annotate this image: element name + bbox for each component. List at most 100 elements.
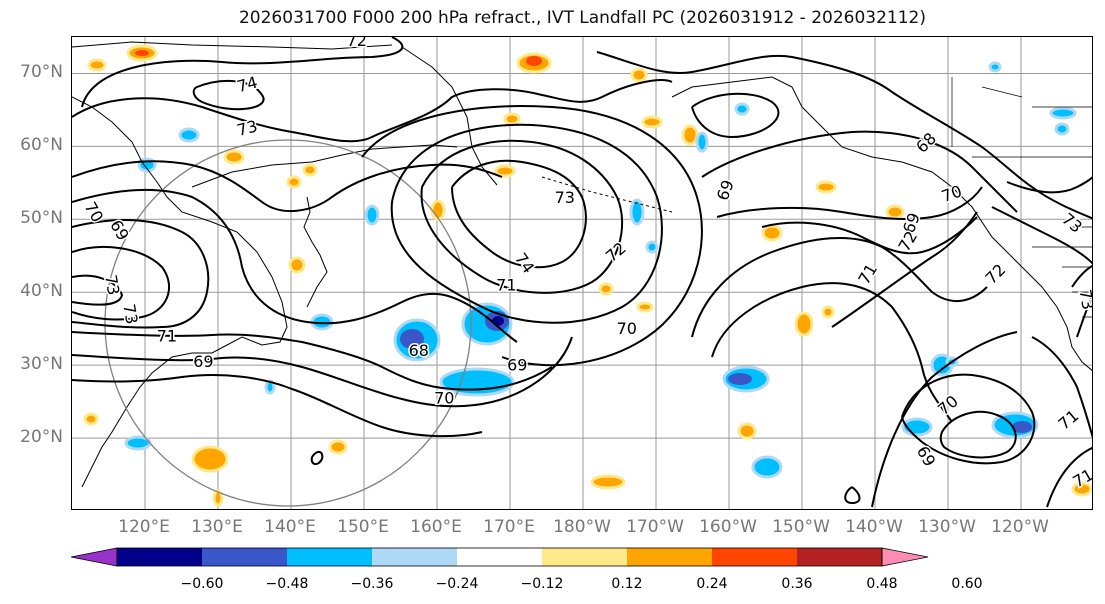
longitude-tick-label: 130°W bbox=[918, 517, 976, 537]
strong-positive-patch bbox=[526, 56, 542, 66]
positive-patch bbox=[885, 204, 905, 220]
strong-positive-patch bbox=[135, 50, 149, 56]
contour-label: 71 bbox=[496, 275, 516, 294]
positive-patch bbox=[737, 422, 757, 440]
contour-label: 73 bbox=[1076, 288, 1093, 311]
contour-line bbox=[451, 159, 587, 269]
contour-line bbox=[711, 282, 953, 423]
colorbar-outline bbox=[116, 547, 883, 567]
negative-patch bbox=[988, 61, 1002, 73]
negative-patch bbox=[1054, 122, 1070, 136]
positive-patch bbox=[288, 256, 306, 274]
contour-label: 70 bbox=[617, 319, 637, 338]
contour-label: 74 bbox=[235, 73, 260, 97]
positive-patch bbox=[87, 58, 107, 72]
positive-patch bbox=[598, 282, 614, 296]
contour-label: 70 bbox=[939, 181, 965, 206]
negative-patch bbox=[364, 204, 380, 226]
contour-line bbox=[1071, 264, 1092, 338]
contour-line bbox=[939, 410, 1017, 459]
positive-patch bbox=[1071, 481, 1092, 497]
longitude-tick-label: 170°W bbox=[626, 517, 684, 537]
colorbar-cell bbox=[712, 548, 797, 566]
contour-labels: 74 73 72 73 74 72 71 70 68 69 70 71 69 70 69 73 73 69 68 70… bbox=[79, 37, 1093, 493]
contour-label: 71 bbox=[854, 260, 881, 287]
contour-label: 68 bbox=[409, 341, 429, 360]
strongest-negative-patch bbox=[492, 316, 504, 326]
japan-coastline bbox=[303, 196, 328, 308]
contour-label: 73 bbox=[235, 116, 260, 140]
latitude-tick-label: 70°N bbox=[20, 62, 63, 83]
positive-patch bbox=[590, 474, 626, 490]
contour-line bbox=[901, 373, 1036, 465]
colorbar-cell bbox=[457, 548, 542, 566]
latitude-tick-label: 60°N bbox=[20, 135, 63, 156]
positive-patch bbox=[761, 224, 783, 242]
contour-line bbox=[390, 123, 663, 324]
positive-patch bbox=[503, 112, 521, 126]
contour-line bbox=[691, 92, 780, 139]
strong-negative-patch bbox=[728, 373, 752, 385]
longitude-tick-label: 120°E bbox=[118, 517, 170, 537]
latitude-tick-label: 30°N bbox=[20, 354, 63, 375]
positive-patch bbox=[630, 67, 648, 83]
aleutian-chain bbox=[541, 176, 673, 213]
colorbar-tick-label: 0.60 bbox=[951, 576, 983, 592]
coastlines bbox=[72, 41, 1092, 488]
contour-line bbox=[72, 336, 573, 408]
arctic-coastline bbox=[72, 41, 393, 50]
colorbar-cell bbox=[627, 548, 712, 566]
contour-line bbox=[1046, 446, 1092, 508]
colorbar-tick-label: 0.48 bbox=[866, 576, 898, 592]
longitude-tick-label: 120°W bbox=[991, 517, 1049, 537]
contour-label: 69 bbox=[193, 352, 213, 371]
contour-line bbox=[844, 486, 861, 505]
colorbar-cell bbox=[542, 548, 627, 566]
colorbar-cell bbox=[372, 548, 457, 566]
positive-patch bbox=[815, 180, 837, 194]
positive-patch bbox=[494, 164, 516, 178]
contour-line bbox=[1031, 336, 1092, 439]
contour-line bbox=[701, 130, 1018, 213]
contour-line bbox=[72, 331, 553, 391]
latitude-tick-label: 40°N bbox=[20, 281, 63, 302]
contour-label: 73 bbox=[101, 273, 123, 296]
contour-line bbox=[691, 237, 988, 338]
positive-patch bbox=[794, 311, 814, 337]
latitude-tick-label: 50°N bbox=[20, 208, 63, 229]
refractivity-contours bbox=[72, 37, 1092, 508]
contour-label: 74 bbox=[511, 249, 538, 277]
longitude-tick-label: 130°E bbox=[191, 517, 243, 537]
positive-patch bbox=[83, 412, 99, 426]
colorbar-tick-label: 0.36 bbox=[781, 576, 813, 592]
positive-patch bbox=[286, 175, 302, 189]
colorbar-cell bbox=[797, 548, 882, 566]
longitude-tick-label: 160°E bbox=[410, 517, 462, 537]
contour-line bbox=[72, 219, 210, 329]
north-america-coastline bbox=[1021, 266, 1092, 371]
positive-patch bbox=[641, 115, 663, 129]
positive-patch bbox=[302, 163, 318, 177]
longitude-tick-label: 140°E bbox=[264, 517, 316, 537]
contour-line bbox=[192, 79, 265, 111]
contour-line bbox=[361, 105, 703, 367]
okhotsk-coastline bbox=[191, 144, 458, 188]
contour-line bbox=[72, 160, 503, 213]
map-canvas: 74 73 72 73 74 72 71 70 68 69 70 71 69 70 69 73 73 69 68 70… bbox=[72, 37, 1093, 509]
contour-label: 69 bbox=[507, 356, 527, 375]
contour-label: 71 bbox=[157, 326, 177, 345]
longitude-tick-label: 150°W bbox=[772, 517, 830, 537]
strong-negative-patch bbox=[1012, 421, 1032, 433]
positive-patch bbox=[212, 489, 224, 507]
contour-line bbox=[72, 189, 518, 343]
figure-title: 2026031700 F000 200 hPa refract., IVT La… bbox=[238, 8, 926, 28]
contour-line bbox=[310, 451, 324, 465]
contour-label: 72 bbox=[982, 260, 1010, 288]
positive-patch bbox=[821, 305, 835, 319]
strong-negative-patch bbox=[400, 329, 424, 349]
contour-label: 69 bbox=[713, 177, 738, 203]
negative-patch bbox=[629, 198, 645, 226]
colorbar-tick-label: −0.24 bbox=[435, 576, 479, 592]
shaded-anomalies bbox=[83, 44, 1092, 507]
positive-patch bbox=[636, 301, 654, 313]
